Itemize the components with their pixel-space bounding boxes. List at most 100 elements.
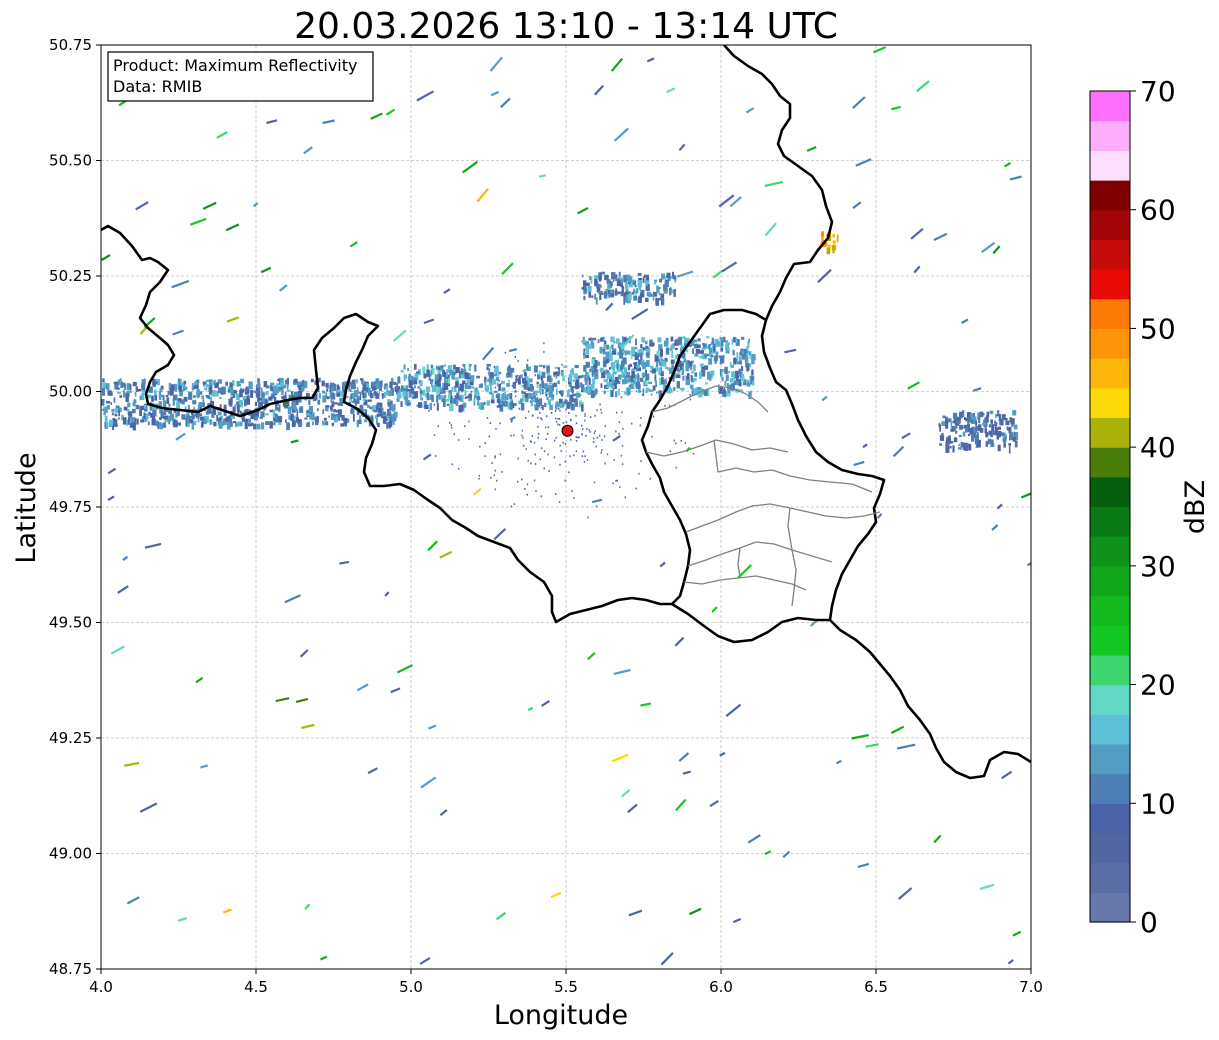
echo-pixel <box>152 412 156 421</box>
echo-pixel <box>284 401 289 409</box>
echo-pixel <box>321 380 325 387</box>
echo-pixel <box>406 402 411 405</box>
info-data: Data: RMIB <box>113 77 202 96</box>
colorbar-frame <box>1089 90 1131 923</box>
echo-pixel <box>517 360 519 362</box>
echo-pixel <box>476 375 481 379</box>
echo-pixel <box>317 415 319 423</box>
echo-pixel <box>575 385 580 389</box>
echo-pixel <box>535 490 537 492</box>
echo-streak <box>225 223 240 232</box>
echo-pixel <box>958 443 961 446</box>
echo-pixel <box>496 381 499 387</box>
echo-pixel <box>358 419 362 425</box>
echo-pixel <box>411 393 414 398</box>
echo-pixel <box>691 375 694 383</box>
echo-streak <box>464 394 472 400</box>
echo-pixel <box>179 389 183 397</box>
echo-pixel <box>676 381 680 389</box>
echo-pixel <box>410 387 415 391</box>
echo-pixel <box>204 387 208 391</box>
echo-pixel <box>259 401 263 407</box>
echo-pixel <box>715 351 719 359</box>
echo-pixel <box>177 398 182 404</box>
echo-pixel <box>604 425 606 427</box>
echo-pixel <box>139 409 142 416</box>
echo-pixel <box>370 390 372 394</box>
echo-pixel <box>593 432 595 435</box>
echo-pixel <box>583 365 587 372</box>
echo-pixel <box>298 385 303 391</box>
echo-pixel <box>1003 442 1006 448</box>
echo-pixel <box>748 391 752 399</box>
echo-pixel <box>555 402 558 410</box>
echo-pixel <box>688 344 692 347</box>
echo-pixel <box>288 394 291 401</box>
echo-pixel <box>402 390 406 397</box>
echo-pixel <box>623 373 626 379</box>
echo-pixel <box>205 411 210 415</box>
echo-pixel <box>999 418 1004 426</box>
echo-pixel <box>1013 424 1018 430</box>
echo-pixel <box>610 382 614 387</box>
echo-pixel <box>972 431 976 438</box>
echo-pixel <box>200 416 203 421</box>
echo-pixel <box>542 405 544 411</box>
echo-streak <box>493 528 507 541</box>
echo-pixel <box>568 382 572 387</box>
echo-pixel <box>634 346 638 350</box>
echo-pixel <box>723 387 726 391</box>
y-tick-label: 49.50 <box>49 614 92 632</box>
echo-pixel <box>664 366 668 369</box>
echo-pixel <box>976 439 981 448</box>
echo-pixel <box>559 390 564 395</box>
echo-pixel <box>207 403 211 407</box>
echo-pixel <box>286 384 289 392</box>
echo-pixel <box>547 375 552 382</box>
echo-pixel <box>467 385 471 389</box>
echo-pixel <box>157 421 160 430</box>
echo-pixel <box>478 477 480 480</box>
echo-pixel <box>329 405 332 411</box>
echo-pixel <box>265 385 270 389</box>
echo-pixel <box>623 292 628 298</box>
echo-pixel <box>396 389 399 393</box>
echo-pixel <box>559 398 563 404</box>
echo-pixel <box>604 274 609 281</box>
echo-streak <box>489 56 503 72</box>
echo-pixel <box>645 360 650 367</box>
echo-pixel <box>748 351 752 356</box>
echo-pixel <box>521 384 525 388</box>
echo-pixel <box>588 337 593 341</box>
echo-pixel <box>967 417 972 423</box>
echo-pixel <box>509 402 513 410</box>
echo-streak <box>910 227 924 240</box>
echo-pixel <box>521 434 523 437</box>
echo-pixel <box>569 398 572 406</box>
echo-pixel <box>988 424 992 428</box>
echo-pixel <box>494 365 499 374</box>
echo-pixel <box>674 279 677 283</box>
echo-pixel <box>638 387 641 394</box>
echo-pixel <box>722 389 726 397</box>
echo-streak <box>593 84 605 96</box>
echo-pixel <box>491 392 495 400</box>
echo-pixel <box>573 398 577 402</box>
echo-pixel <box>396 386 401 390</box>
echo-pixel <box>575 422 578 425</box>
echo-pixel <box>605 369 607 375</box>
echo-streak <box>719 751 726 757</box>
echo-pixel <box>388 420 393 427</box>
echo-pixel <box>958 446 962 450</box>
echo-pixel <box>990 433 993 438</box>
echo-streak <box>747 834 761 844</box>
echo-pixel <box>492 379 496 385</box>
echo-pixel <box>128 412 132 416</box>
echo-streak <box>509 416 516 421</box>
echo-pixel <box>562 421 564 424</box>
echo-pixel <box>440 367 444 372</box>
echo-pixel <box>681 372 684 375</box>
border-south <box>671 602 830 644</box>
echo-pixel <box>523 369 526 376</box>
echo-pixel <box>287 406 292 414</box>
